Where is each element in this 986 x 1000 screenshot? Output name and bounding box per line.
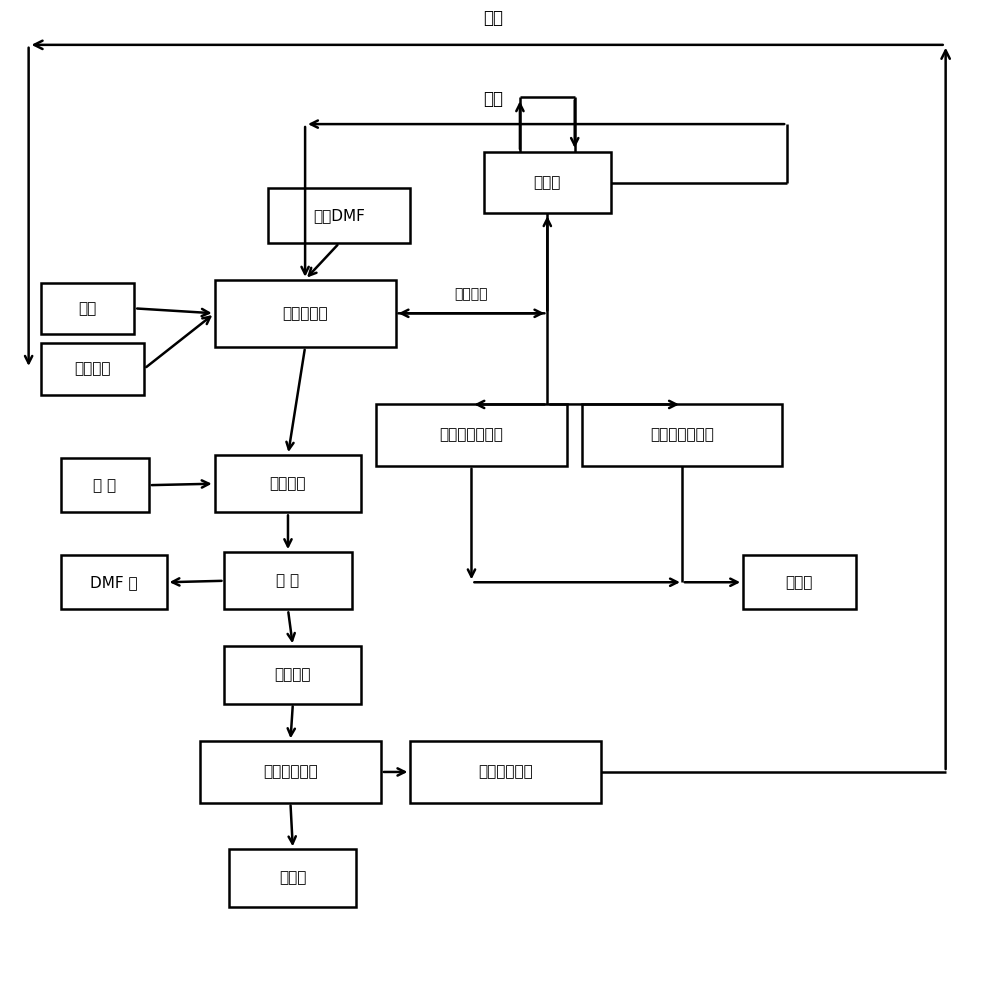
FancyBboxPatch shape xyxy=(742,555,855,609)
FancyBboxPatch shape xyxy=(214,455,361,512)
Text: 酯化反应釜: 酯化反应釜 xyxy=(282,306,327,321)
FancyBboxPatch shape xyxy=(41,343,144,395)
Text: 减压蒸馏: 减压蒸馏 xyxy=(455,287,488,301)
FancyBboxPatch shape xyxy=(61,555,167,609)
FancyBboxPatch shape xyxy=(268,188,410,243)
FancyBboxPatch shape xyxy=(224,646,361,704)
Text: 真空泵: 真空泵 xyxy=(785,575,812,590)
FancyBboxPatch shape xyxy=(376,404,566,466)
FancyBboxPatch shape xyxy=(61,458,149,512)
Text: 环己烷相: 环己烷相 xyxy=(274,667,311,682)
Text: 有机锡酯: 有机锡酯 xyxy=(74,361,110,376)
FancyBboxPatch shape xyxy=(483,152,610,213)
Text: 冷凝器: 冷凝器 xyxy=(533,175,560,190)
Text: 酯化前期分水槽: 酯化前期分水槽 xyxy=(439,428,503,443)
Text: 萃 取: 萃 取 xyxy=(276,573,299,588)
Text: 蔗糖: 蔗糖 xyxy=(79,301,97,316)
Text: 套用: 套用 xyxy=(483,90,503,108)
FancyBboxPatch shape xyxy=(200,741,381,803)
FancyBboxPatch shape xyxy=(410,741,600,803)
Text: DMF 相: DMF 相 xyxy=(90,575,137,590)
FancyBboxPatch shape xyxy=(581,404,782,466)
FancyBboxPatch shape xyxy=(224,552,351,609)
Text: 套用: 套用 xyxy=(483,9,503,27)
FancyBboxPatch shape xyxy=(41,283,134,334)
Text: 环己烷回收釜: 环己烷回收釜 xyxy=(263,764,317,779)
FancyBboxPatch shape xyxy=(214,280,395,347)
FancyBboxPatch shape xyxy=(229,849,356,907)
Text: 有机锡乙酸酯: 有机锡乙酸酯 xyxy=(478,764,532,779)
Text: 原料DMF: 原料DMF xyxy=(314,208,365,223)
Text: 醋 酐: 醋 酐 xyxy=(94,478,116,493)
Text: 乙酰化釜: 乙酰化釜 xyxy=(269,476,306,491)
Text: 酯化后期分水槽: 酯化后期分水槽 xyxy=(650,428,713,443)
Text: 环己烷: 环己烷 xyxy=(279,870,307,885)
